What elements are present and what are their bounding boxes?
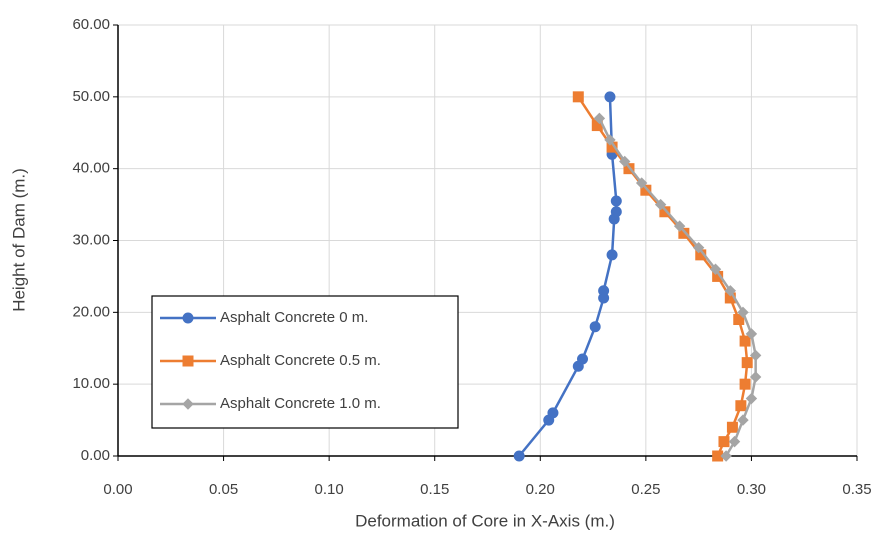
marker <box>610 206 622 218</box>
marker <box>593 112 606 125</box>
marker <box>640 184 652 196</box>
y-axis-label: Height of Dam (m.) <box>9 168 28 312</box>
x-tick-label: 0.00 <box>103 481 132 498</box>
marker <box>604 134 616 146</box>
marker <box>589 321 601 333</box>
marker <box>709 263 722 275</box>
marker <box>745 328 758 340</box>
marker <box>604 91 616 103</box>
marker <box>654 198 667 211</box>
x-tick-label: 0.05 <box>209 481 238 498</box>
marker <box>728 435 741 448</box>
marker <box>749 371 762 383</box>
x-tick-label: 0.35 <box>842 481 871 498</box>
marker <box>724 285 737 297</box>
marker <box>635 177 648 189</box>
x-tick-label: 0.20 <box>526 481 555 498</box>
marker <box>673 220 686 232</box>
y-tick-label: 0.00 <box>81 447 110 464</box>
marker <box>720 450 732 462</box>
marker <box>577 353 589 365</box>
legend: Asphalt Concrete 0 m. Asphalt Concrete 0.… <box>151 295 459 429</box>
marker <box>745 392 758 405</box>
marker <box>735 400 747 412</box>
y-tick-label: 30.00 <box>72 231 110 248</box>
marker <box>547 407 559 419</box>
marker <box>513 450 525 462</box>
series-line <box>518 96 618 457</box>
marker <box>726 421 738 433</box>
marker <box>749 349 762 362</box>
x-tick-label: 0.25 <box>631 481 660 498</box>
marker <box>733 314 745 326</box>
x-tick-label: 0.10 <box>315 481 344 498</box>
x-tick-label: 0.30 <box>737 481 766 498</box>
y-tick-label: 40.00 <box>72 160 110 177</box>
y-tick-label: 20.00 <box>72 303 110 320</box>
marker <box>598 285 610 297</box>
marker <box>739 335 751 347</box>
legend-label: Asphalt Concrete 0 m. <box>220 309 368 326</box>
marker <box>678 227 690 239</box>
y-tick-label: 50.00 <box>72 88 110 105</box>
legend-marker <box>182 355 194 367</box>
y-tick-label: 60.00 <box>72 16 110 33</box>
marker <box>610 195 622 207</box>
legend-marker <box>182 312 194 324</box>
marker <box>718 436 730 448</box>
legend-label: Asphalt Concrete 1.0 m. <box>220 395 381 412</box>
marker <box>737 414 749 426</box>
marker <box>692 241 705 254</box>
marker <box>572 91 584 103</box>
marker <box>606 249 618 261</box>
x-axis-label: Deformation of Core in X-Axis (m.) <box>355 511 615 530</box>
marker <box>741 357 753 369</box>
marker <box>619 155 631 168</box>
marker <box>737 306 749 319</box>
legend-marker <box>182 398 194 410</box>
legend-label: Asphalt Concrete 0.5 m. <box>220 352 381 369</box>
x-tick-label: 0.15 <box>420 481 449 498</box>
y-tick-label: 10.00 <box>72 375 110 392</box>
marker <box>659 206 671 218</box>
marker <box>739 378 751 390</box>
